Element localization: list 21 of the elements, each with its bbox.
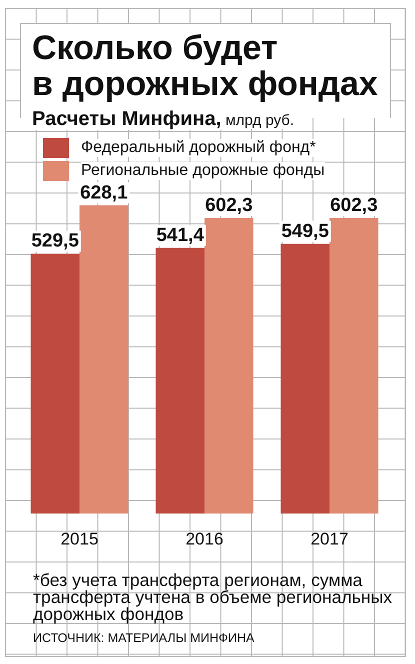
x-tick-label: 2015 bbox=[60, 529, 98, 548]
bar bbox=[330, 218, 378, 514]
legend-label: Федеральный дорожный фонд* bbox=[81, 138, 316, 156]
data-label: 602,3 bbox=[205, 194, 253, 216]
x-tick-label: 2017 bbox=[310, 529, 348, 548]
text: ИСТОЧНИК: МАТЕРИАЛЫ МИНФИНА bbox=[33, 631, 256, 645]
data-label: 628,1 bbox=[80, 182, 128, 204]
bar bbox=[156, 248, 204, 514]
chart-title: Сколько будет в дорожных фондах bbox=[32, 29, 378, 103]
data-label: 549,5 bbox=[281, 220, 330, 242]
bar bbox=[280, 244, 330, 514]
bar bbox=[30, 254, 80, 514]
chart-subtitle: Расчеты Минфина, млрд руб. bbox=[32, 108, 294, 130]
bar bbox=[80, 205, 128, 514]
text: *без учета трансферта регионам, сумма трансферта учтена в объеме региональных дорожных фондов bbox=[33, 570, 394, 624]
x-tick-label: 2016 bbox=[186, 529, 224, 548]
legend-label: Региональные дорожные фонды bbox=[81, 162, 325, 180]
data-label: 541,4 bbox=[156, 224, 204, 246]
bar bbox=[204, 218, 254, 514]
data-label: 602,3 bbox=[330, 194, 378, 216]
data-label: 529,5 bbox=[31, 230, 80, 252]
